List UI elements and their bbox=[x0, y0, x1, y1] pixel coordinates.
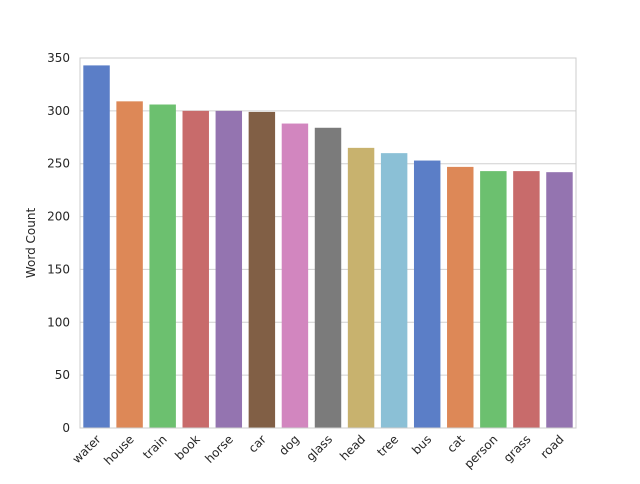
bar-dog bbox=[281, 123, 309, 429]
x-tick-label-dog: dog bbox=[276, 432, 302, 458]
y-tick-labels: 0 50 100 150 200 250 300 350 bbox=[47, 51, 70, 435]
bar-book bbox=[182, 110, 209, 428]
x-tick-label-bus: bus bbox=[409, 432, 434, 457]
bar-horse bbox=[215, 110, 243, 428]
bar-bus bbox=[413, 160, 441, 429]
bar-head bbox=[347, 147, 375, 428]
x-tick-label-horse: horse bbox=[202, 432, 236, 466]
bar-road bbox=[546, 172, 573, 428]
bar-grass bbox=[513, 171, 540, 428]
bar-house bbox=[116, 101, 143, 428]
y-tick-label: 50 bbox=[55, 368, 70, 382]
y-tick-label: 200 bbox=[47, 210, 70, 224]
bar-car bbox=[248, 111, 276, 429]
x-tick-label-train: train bbox=[140, 432, 170, 462]
plot-frame bbox=[79, 57, 577, 429]
bar-train bbox=[149, 104, 176, 428]
bar-glass bbox=[314, 127, 342, 429]
x-tick-label-water: water bbox=[70, 432, 104, 466]
y-tick-label: 0 bbox=[62, 421, 70, 435]
y-tick-label: 250 bbox=[47, 157, 70, 171]
x-tick-label-glass: glass bbox=[303, 432, 335, 464]
x-tick-label-cat: cat bbox=[444, 432, 467, 455]
y-tick-label: 100 bbox=[47, 315, 70, 329]
x-tick-label-person: person bbox=[461, 432, 500, 471]
x-tick-label-tree: tree bbox=[374, 432, 401, 459]
y-tick-label: 150 bbox=[47, 262, 70, 276]
bar-water bbox=[83, 65, 110, 429]
y-tick-label: 350 bbox=[47, 51, 70, 65]
bar-cat bbox=[447, 166, 474, 428]
bar-tree bbox=[380, 153, 408, 428]
x-tick-label-book: book bbox=[172, 432, 203, 463]
y-axis-title: Word Count bbox=[24, 208, 38, 279]
y-tick-label: 300 bbox=[47, 104, 70, 118]
x-tick-label-grass: grass bbox=[501, 432, 534, 465]
x-tick-label-house: house bbox=[101, 432, 136, 467]
x-tick-label-car: car bbox=[246, 432, 269, 455]
bar-person bbox=[480, 171, 507, 428]
bars-layer bbox=[83, 65, 573, 429]
x-tick-label-head: head bbox=[337, 432, 368, 463]
x-tick-label-road: road bbox=[538, 432, 567, 461]
